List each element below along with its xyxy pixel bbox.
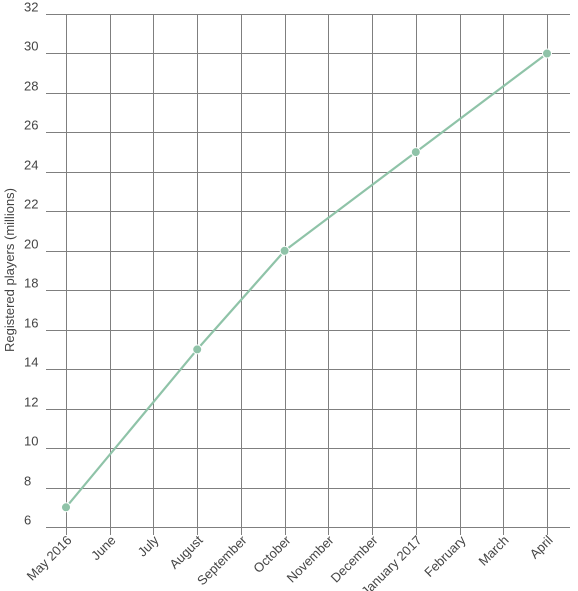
x-tick-label: February <box>421 532 469 580</box>
series-line <box>65 52 548 509</box>
x-tick-label: June <box>88 533 119 564</box>
data-point <box>542 48 552 59</box>
y-tick-label: 12 <box>24 395 38 410</box>
data-point <box>410 147 421 158</box>
y-tick-label: 26 <box>24 118 38 133</box>
data-point <box>192 344 203 355</box>
y-tick-label: 18 <box>24 276 38 291</box>
x-tick-label: April <box>527 532 556 561</box>
y-axis-title: Registered players (millions) <box>2 188 17 352</box>
data-point <box>61 502 71 513</box>
y-axis-ticks: 6 8 10 12 14 16 18 20 22 24 26 28 30 32 <box>24 0 38 528</box>
y-tick-label: 28 <box>24 79 38 94</box>
grid <box>46 14 570 535</box>
data-point <box>279 245 290 256</box>
x-tick-label: July <box>135 532 162 559</box>
x-tick-label: May 2016 <box>24 533 75 584</box>
y-tick-label: 8 <box>24 474 31 489</box>
y-tick-label: 16 <box>24 316 38 331</box>
y-tick-label: 30 <box>24 39 38 54</box>
y-tick-label: 24 <box>24 158 38 173</box>
y-tick-label: 14 <box>24 355 38 370</box>
y-tick-label: 22 <box>24 197 38 212</box>
x-tick-label: March <box>475 533 511 569</box>
y-tick-label: 10 <box>24 434 38 449</box>
y-tick-label: 6 <box>24 513 31 528</box>
x-tick-label: October <box>250 532 294 576</box>
y-tick-label: 32 <box>24 0 38 15</box>
y-tick-label: 20 <box>24 237 38 252</box>
series <box>61 48 552 513</box>
x-tick-label: August <box>166 532 205 571</box>
